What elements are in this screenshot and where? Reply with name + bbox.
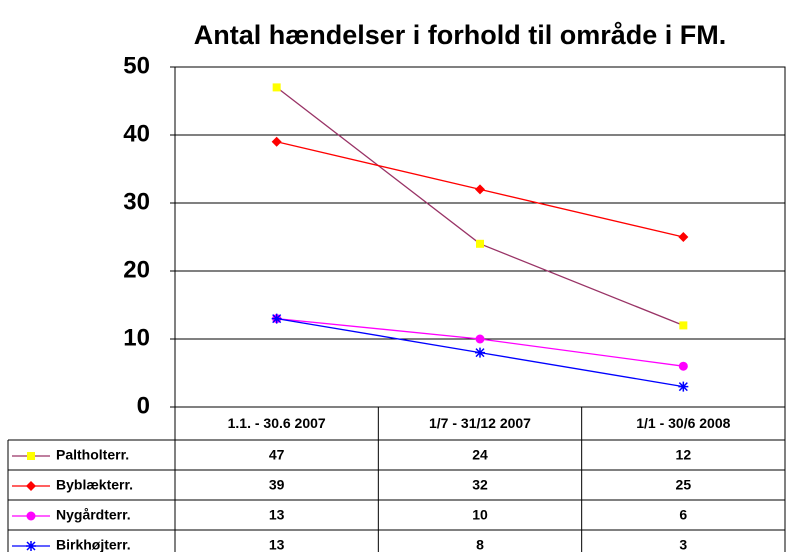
table-value: 12 <box>676 447 692 463</box>
chart-title: Antal hændelser i forhold til område i F… <box>194 20 727 50</box>
marker <box>272 83 281 92</box>
marker <box>476 239 484 248</box>
legend-marker <box>26 481 36 491</box>
x-tick-label: 1/1 - 30/6 2008 <box>636 415 730 431</box>
y-tick-label: 30 <box>123 188 150 215</box>
y-tick-label: 0 <box>137 392 150 419</box>
legend-marker <box>26 511 36 521</box>
table-value: 10 <box>472 507 488 523</box>
y-tick-label: 40 <box>123 120 150 147</box>
table-value: 13 <box>269 507 285 523</box>
legend-label: Paltholterr. <box>56 447 129 463</box>
table-value: 3 <box>679 537 687 552</box>
marker <box>475 184 485 195</box>
legend-marker <box>26 541 36 551</box>
x-tick-label: 1/7 - 31/12 2007 <box>429 415 531 431</box>
table-value: 13 <box>269 537 285 552</box>
y-tick-label: 20 <box>123 256 150 283</box>
y-tick-label: 10 <box>123 324 150 351</box>
legend-marker <box>27 452 35 460</box>
legend-label: Birkhøjterr. <box>56 537 131 552</box>
marker <box>678 381 689 392</box>
marker <box>678 361 688 371</box>
table-value: 39 <box>269 477 285 493</box>
marker <box>679 321 688 330</box>
legend-label: Byblækterr. <box>56 477 133 493</box>
y-tick-label: 50 <box>123 52 150 79</box>
table-value: 47 <box>269 447 285 463</box>
marker <box>475 334 485 344</box>
table-value: 32 <box>472 477 488 493</box>
marker <box>678 232 689 242</box>
table-value: 24 <box>472 447 488 463</box>
x-tick-label: 1.1. - 30.6 2007 <box>228 415 326 431</box>
marker <box>475 347 485 358</box>
marker <box>271 313 282 324</box>
table-value: 25 <box>676 477 692 493</box>
marker <box>271 136 282 147</box>
legend-label: Nygårdterr. <box>56 507 131 523</box>
plot-border <box>174 66 786 408</box>
table-value: 8 <box>476 537 484 552</box>
table-value: 6 <box>679 507 687 523</box>
